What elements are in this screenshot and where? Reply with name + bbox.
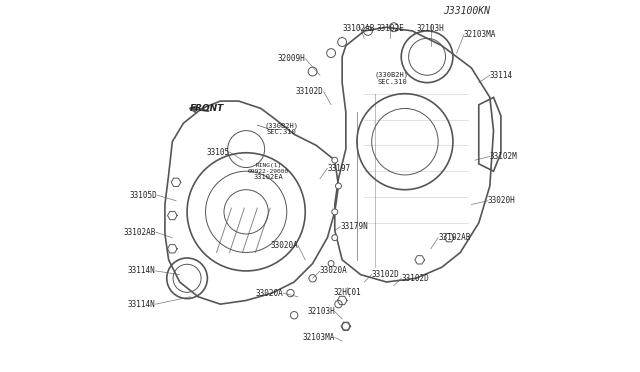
Text: 33102AB: 33102AB: [124, 228, 156, 237]
Text: 32103MA: 32103MA: [302, 333, 335, 342]
Text: 33114N: 33114N: [128, 300, 156, 309]
Text: 33102AB: 33102AB: [342, 24, 375, 33]
Text: 09922-29000: 09922-29000: [248, 169, 289, 174]
Text: 33114: 33114: [490, 71, 513, 80]
Text: 33105D: 33105D: [130, 191, 157, 200]
Text: 33102D: 33102D: [401, 274, 429, 283]
Text: FRONT: FRONT: [190, 104, 225, 113]
Text: (330B2H): (330B2H): [375, 72, 409, 78]
Text: 33102M: 33102M: [490, 152, 518, 161]
Text: (330B2H): (330B2H): [264, 122, 298, 129]
Text: J33100KN: J33100KN: [443, 6, 490, 16]
Text: 33102E: 33102E: [376, 24, 404, 33]
Text: 33114N: 33114N: [128, 266, 156, 275]
Text: 32103MA: 32103MA: [464, 30, 497, 39]
Text: 32103H: 32103H: [307, 307, 335, 316]
Text: 33020H: 33020H: [488, 196, 516, 205]
Text: RING(1): RING(1): [255, 163, 282, 168]
Text: 33179N: 33179N: [340, 222, 368, 231]
Text: 33102AB: 33102AB: [438, 233, 470, 242]
Circle shape: [332, 235, 338, 241]
Text: SEC.310: SEC.310: [377, 79, 407, 85]
Text: 33197: 33197: [328, 164, 351, 173]
Text: 33102D: 33102D: [296, 87, 324, 96]
Text: 33105: 33105: [207, 148, 230, 157]
Circle shape: [328, 260, 334, 266]
Text: 33020A: 33020A: [255, 289, 283, 298]
Circle shape: [335, 183, 341, 189]
Text: 33102D: 33102D: [372, 270, 399, 279]
Circle shape: [332, 157, 338, 163]
Text: 32009H: 32009H: [278, 54, 305, 63]
Text: SEC.310: SEC.310: [266, 129, 296, 135]
Text: 33020A: 33020A: [320, 266, 348, 275]
Text: 33102EA: 33102EA: [253, 174, 283, 180]
Text: 32HC01: 32HC01: [334, 288, 362, 296]
Text: 33020A: 33020A: [270, 241, 298, 250]
Circle shape: [332, 209, 338, 215]
Text: 32103H: 32103H: [417, 23, 445, 32]
